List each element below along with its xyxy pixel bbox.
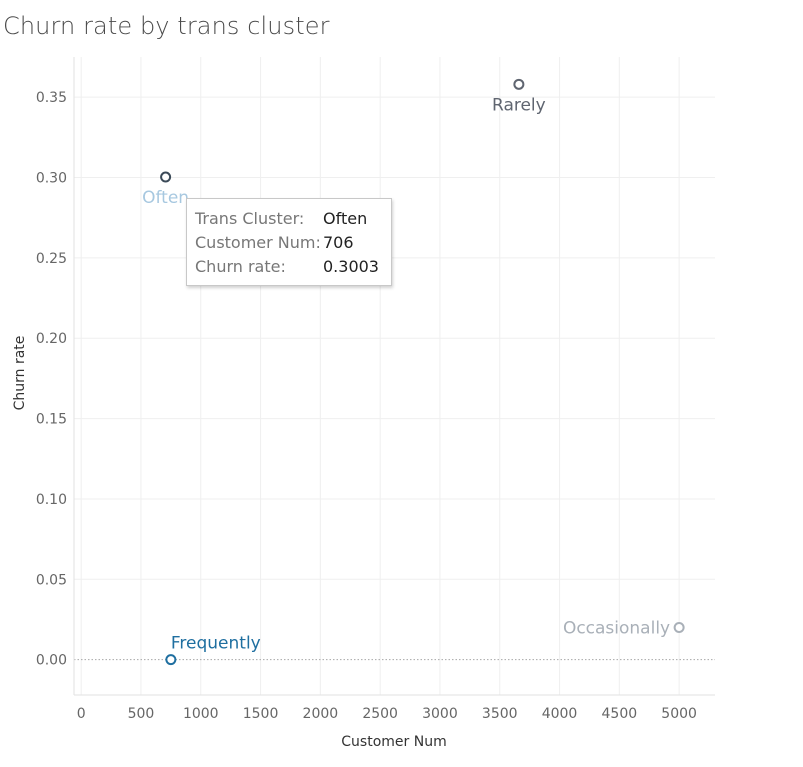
x-tick-label: 1500 (243, 706, 279, 722)
tick-labels: 0 500 1000 1500 2000 2500 3000 3500 4000 4500 5000… (36, 90, 697, 722)
tooltip-value: 706 (323, 233, 354, 252)
x-axis-title: Customer Num (341, 734, 446, 750)
x-tick-label: 4000 (542, 706, 578, 722)
data-point (160, 171, 172, 183)
tooltip-row-churn-rate: Churn rate: 0.3003 (195, 255, 383, 279)
tooltip: Trans Cluster: Often Customer Num: 706 Chu… (186, 198, 392, 286)
y-tick-label: 0.35 (36, 90, 67, 106)
y-axis-title: Churn rate (12, 336, 28, 411)
x-tick-label: 5000 (661, 706, 697, 722)
data-points (160, 78, 685, 666)
x-tick-label: 0 (77, 706, 86, 722)
x-tick-label: 3000 (422, 706, 458, 722)
tooltip-key: Churn rate: (195, 257, 286, 276)
point-label: Occasionally (563, 619, 670, 639)
y-tick-label: 0.05 (36, 572, 67, 588)
y-tick-label: 0.10 (36, 492, 67, 508)
chart-title: Churn rate by trans cluster (3, 12, 330, 40)
point-label: Frequently (171, 634, 261, 654)
data-point (673, 622, 685, 634)
x-tick-label: 500 (128, 706, 155, 722)
data-point (165, 654, 177, 666)
tooltip-key: Customer Num: (195, 233, 321, 252)
tooltip-value: 0.3003 (323, 257, 379, 276)
x-tick-label: 2000 (303, 706, 339, 722)
y-tick-label: 0.30 (36, 171, 67, 187)
gridlines (74, 57, 715, 695)
point-labels: Rarely Often Frequently Occasionally (142, 95, 670, 653)
y-tick-label: 0.00 (36, 653, 67, 669)
y-tick-label: 0.20 (36, 331, 67, 347)
tooltip-value: Often (323, 209, 368, 228)
data-point (513, 78, 525, 90)
x-tick-label: 4500 (602, 706, 638, 722)
x-tick-label: 3500 (482, 706, 518, 722)
axes (73, 57, 715, 696)
y-tick-label: 0.15 (36, 412, 67, 428)
tooltip-key: Trans Cluster: (195, 209, 305, 228)
x-tick-label: 2500 (362, 706, 398, 722)
point-label: Often (142, 188, 189, 208)
tooltip-row-cluster: Trans Cluster: Often (195, 207, 383, 231)
point-label: Rarely (492, 95, 546, 115)
tooltip-row-customer-num: Customer Num: 706 (195, 231, 383, 255)
x-tick-label: 1000 (183, 706, 219, 722)
y-tick-label: 0.25 (36, 251, 67, 267)
